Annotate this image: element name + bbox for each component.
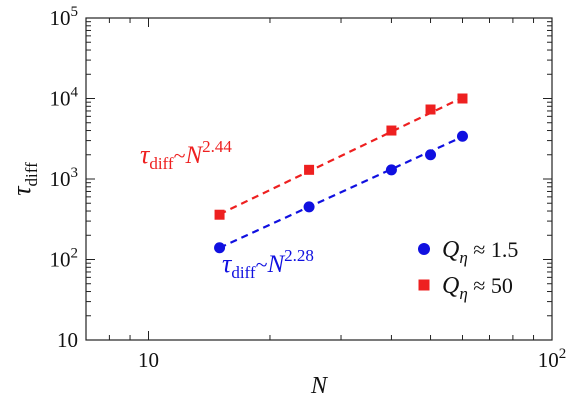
y-tick-label: 105	[50, 4, 79, 30]
y-tick-label: 104	[50, 85, 79, 111]
fit-line-series-0	[219, 135, 463, 249]
data-point-series-0	[385, 164, 397, 176]
x-axis-label: N	[310, 373, 329, 399]
data-point-series-0	[214, 242, 226, 254]
data-point-series-1	[214, 209, 225, 220]
y-tick-label: 103	[50, 165, 79, 191]
data-point-series-1	[386, 125, 397, 136]
y-tick-label: 102	[50, 246, 79, 272]
fit-annotation-series-1: τdiff~N2.44	[140, 137, 232, 173]
data-point-series-1	[457, 93, 468, 104]
y-axis-label: τdiff	[7, 162, 41, 196]
data-point-series-0	[425, 149, 437, 161]
legend-marker-series-1	[418, 279, 430, 291]
data-point-series-1	[425, 104, 436, 115]
data-point-series-1	[304, 164, 315, 175]
x-tick-label: 10	[138, 348, 159, 372]
fit-line-series-1	[219, 96, 463, 216]
x-tick-label: 102	[538, 346, 567, 372]
legend-label-series-1: Qη ≈ 50	[442, 273, 513, 303]
legend-marker-series-0	[418, 243, 430, 255]
y-tick-label: 10	[57, 328, 78, 352]
legend-label-series-0: Qη ≈ 1.5	[442, 237, 518, 267]
data-point-series-0	[303, 201, 315, 213]
data-point-series-0	[456, 130, 468, 142]
fit-annotation-series-0: τdiff~N2.28	[222, 246, 314, 282]
